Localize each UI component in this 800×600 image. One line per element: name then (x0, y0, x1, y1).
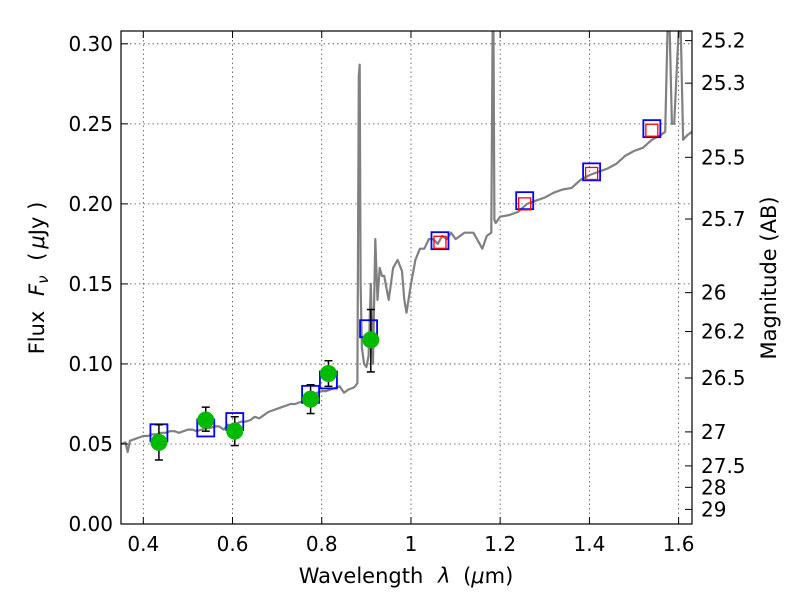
mag-tick-label: 25.2 (701, 29, 746, 53)
x-axis-label-symbol: λ (437, 564, 450, 588)
y-axis-label-unit-open: ( (25, 253, 49, 261)
observed-point (226, 422, 244, 440)
mag-tick-label: 25.3 (701, 71, 746, 95)
nir-point-square (584, 166, 599, 181)
mag-tick-label: 25.7 (701, 207, 746, 231)
x-axis-label-unit-open: ( (463, 564, 471, 588)
model-photometry-square (515, 191, 535, 211)
observed-point (150, 433, 168, 451)
y-axis-label-unit-mu: μ (25, 235, 49, 249)
model-photometry-square (642, 119, 662, 139)
mag-tick-label: 28 (701, 475, 726, 499)
x-tick-label: 0.8 (306, 532, 338, 556)
mag-tick-label: 27 (701, 420, 726, 444)
y2-axis-label: Magnitude (AB) (757, 196, 781, 359)
x-tick-label: 0.4 (127, 532, 159, 556)
model-photometry-square (430, 231, 450, 251)
x-axis-label-text: Wavelength (299, 564, 424, 588)
x-tick-label: 1 (405, 532, 418, 556)
mag-tick-label: 26 (701, 281, 726, 305)
y-tick-label: 0.05 (68, 432, 113, 456)
nir-point-square (518, 197, 532, 211)
model-photometry-square (582, 162, 602, 182)
marker-layer (149, 119, 662, 461)
axes: 0.4 0.6 0.8 1 1.2 1.4 1.6 0.00 0.05 0.10 0.15 0.20 0… (68, 29, 745, 556)
y-axis-label-text: Flux (25, 311, 49, 355)
grid-lines (121, 31, 692, 525)
mag-tick-label: 27.5 (701, 454, 746, 478)
observed-point (197, 411, 215, 429)
observed-point (302, 390, 320, 408)
observed-point (319, 365, 337, 383)
y-axis-label-unit-rest: Jy ) (25, 202, 49, 238)
mag-tick-label: 25.5 (701, 145, 746, 169)
mag-tick-label: 26.2 (701, 320, 746, 344)
y-axis-label-symbol-sub: ν (34, 275, 52, 283)
plot-frame (120, 30, 693, 525)
x-tick-label: 1.2 (484, 532, 516, 556)
y-tick-label: 0.10 (68, 352, 113, 376)
observed-point (362, 331, 380, 349)
x-axis-label: Wavelength λ (μm) (299, 564, 514, 588)
nir-point-square (433, 235, 447, 249)
mag-tick-label: 29 (701, 497, 726, 521)
y-axis-label-symbol: F (25, 283, 49, 296)
mag-tick-label: 26.5 (701, 366, 746, 390)
y-tick-label: 0.15 (68, 272, 113, 296)
y-tick-label: 0.25 (68, 112, 113, 136)
x-axis-label-unit-rest: m) (485, 564, 514, 588)
y-tick-label: 0.00 (68, 512, 113, 536)
x-tick-label: 1.6 (663, 532, 695, 556)
y-tick-label: 0.20 (68, 192, 113, 216)
y-axis-label: Flux Fν ( μJy ) (25, 202, 53, 355)
x-tick-label: 0.6 (217, 532, 249, 556)
y-tick-label: 0.30 (68, 32, 113, 56)
x-axis-label-unit-mu: μ (470, 564, 484, 588)
nir-point-square (645, 123, 659, 137)
x-tick-label: 1.4 (573, 532, 605, 556)
